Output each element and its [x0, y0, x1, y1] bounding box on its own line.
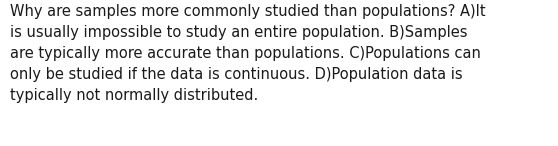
Text: Why are samples more commonly studied than populations? A)It
is usually impossib: Why are samples more commonly studied th…	[10, 4, 485, 103]
